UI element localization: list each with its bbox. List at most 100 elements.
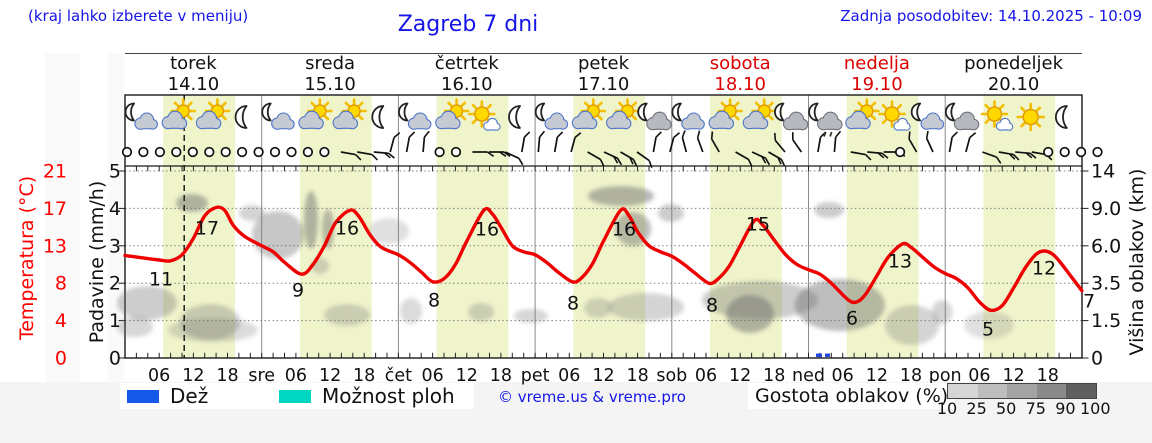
svg-text:18: 18 [626, 366, 648, 386]
svg-text:14: 14 [1091, 161, 1115, 183]
svg-text:13: 13 [888, 251, 912, 273]
density-segment [977, 384, 1008, 398]
svg-text:pet: pet [521, 366, 550, 386]
wind-barbs-row [121, 130, 1103, 168]
temp-axis-ticks: 21 17 13 8 4 0 [43, 161, 67, 370]
showers-legend-label: Možnost ploh [322, 384, 455, 408]
density-segment [948, 384, 978, 398]
svg-text:6: 6 [846, 308, 858, 330]
cloud-density-legend: Gostota oblakov (%) [748, 383, 956, 409]
svg-text:0: 0 [109, 348, 121, 370]
svg-text:5: 5 [982, 319, 994, 341]
svg-text:5: 5 [109, 161, 121, 183]
day-date: 19.10 [851, 74, 903, 95]
svg-text:16: 16 [475, 219, 499, 241]
svg-text:12: 12 [456, 366, 478, 386]
rain-marks [816, 353, 830, 357]
menu-hint: (kraj lahko izberete v meniju) [28, 7, 249, 25]
svg-text:18: 18 [763, 366, 785, 386]
precip-axis-ticks: 5 4 3 2 1 0 [109, 161, 121, 370]
svg-text:ned: ned [792, 366, 825, 386]
precip-axis-title: Padavine (mm/h) [86, 180, 108, 344]
svg-text:18: 18 [216, 366, 238, 386]
svg-text:čet: čet [385, 366, 412, 386]
day-name: petek [578, 53, 630, 74]
svg-text:06: 06 [148, 366, 170, 386]
svg-text:13: 13 [43, 235, 67, 257]
svg-text:9: 9 [292, 280, 304, 302]
svg-text:pon: pon [929, 366, 962, 386]
svg-text:06: 06 [968, 366, 990, 386]
legend-rain: Dež [120, 383, 280, 409]
cloud-density-label: Gostota oblakov (%) [755, 385, 949, 407]
svg-text:12: 12 [729, 366, 751, 386]
svg-text:06: 06 [285, 366, 307, 386]
svg-text:18: 18 [490, 366, 512, 386]
svg-text:9.0: 9.0 [1091, 198, 1121, 220]
svg-text:12: 12 [1032, 258, 1056, 280]
density-tick-label: 50 [996, 399, 1017, 418]
day-date: 16.10 [441, 74, 493, 95]
density-segment [1007, 384, 1037, 398]
svg-text:21: 21 [43, 161, 67, 183]
svg-text:18: 18 [353, 366, 375, 386]
x-axis-labels: 06 12 18 sre 06 12 18 čet 06 12 18 pet 06 12 18 sob 06 12… [148, 366, 1059, 386]
day-date: 15.10 [304, 74, 356, 95]
density-segment [1036, 384, 1067, 398]
svg-text:8: 8 [706, 295, 718, 317]
svg-text:17: 17 [195, 218, 219, 240]
background-strip-left1 [45, 53, 80, 383]
density-tick-label: 100 [1080, 399, 1111, 418]
density-tick-label: 75 [1025, 399, 1046, 418]
svg-text:12: 12 [866, 366, 888, 386]
svg-text:12: 12 [319, 366, 341, 386]
svg-text:06: 06 [832, 366, 854, 386]
page-title: Zagreb 7 dni [397, 12, 539, 37]
day-name: ponedeljek [964, 53, 1063, 74]
svg-text:1: 1 [109, 310, 121, 332]
copyright: © vreme.us & vreme.pro [498, 388, 686, 406]
last-update: Zadnja posodobitev: 14.10.2025 - 10:09 [840, 7, 1142, 25]
weather-icons-row [124, 98, 1068, 137]
legend-showers: Možnost ploh [272, 383, 474, 409]
day-name: sobota [710, 53, 771, 74]
svg-text:1.5: 1.5 [1091, 310, 1121, 332]
svg-text:2: 2 [109, 273, 121, 295]
cloud-axis-ticks: 14 9.0 6.0 3.5 1.5 0 [1091, 161, 1121, 370]
svg-text:8: 8 [55, 273, 67, 295]
density-segment [1066, 384, 1096, 398]
svg-text:16: 16 [335, 218, 359, 240]
density-tick-label: 25 [966, 399, 987, 418]
density-tick-label: 90 [1055, 399, 1076, 418]
svg-text:15: 15 [746, 214, 770, 236]
svg-text:12: 12 [592, 366, 614, 386]
svg-text:8: 8 [428, 290, 440, 312]
svg-text:8: 8 [567, 293, 579, 315]
svg-text:3.5: 3.5 [1091, 273, 1121, 295]
svg-text:3: 3 [109, 235, 121, 257]
day-name: torek [170, 53, 217, 74]
svg-text:6.0: 6.0 [1091, 235, 1121, 257]
svg-text:11: 11 [149, 269, 173, 291]
svg-text:12: 12 [1002, 366, 1024, 386]
svg-text:0: 0 [1091, 348, 1103, 370]
svg-text:06: 06 [695, 366, 717, 386]
svg-text:18: 18 [900, 366, 922, 386]
svg-text:4: 4 [109, 198, 121, 220]
svg-text:18: 18 [1037, 366, 1059, 386]
day-date: 14.10 [168, 74, 220, 95]
svg-text:06: 06 [421, 366, 443, 386]
svg-text:sob: sob [656, 366, 687, 386]
day-date: 17.10 [578, 74, 630, 95]
rain-legend-label: Dež [170, 384, 209, 408]
day-name: četrtek [435, 53, 500, 74]
svg-text:06: 06 [558, 366, 580, 386]
temperature-value-labels: 11 17 9 16 8 16 8 16 8 15 6 13 5 12 7 [149, 214, 1095, 341]
svg-text:7: 7 [1083, 291, 1095, 313]
day-date: 20.10 [988, 74, 1040, 95]
day-name: sreda [305, 53, 355, 74]
showers-color-swatch [279, 389, 311, 403]
